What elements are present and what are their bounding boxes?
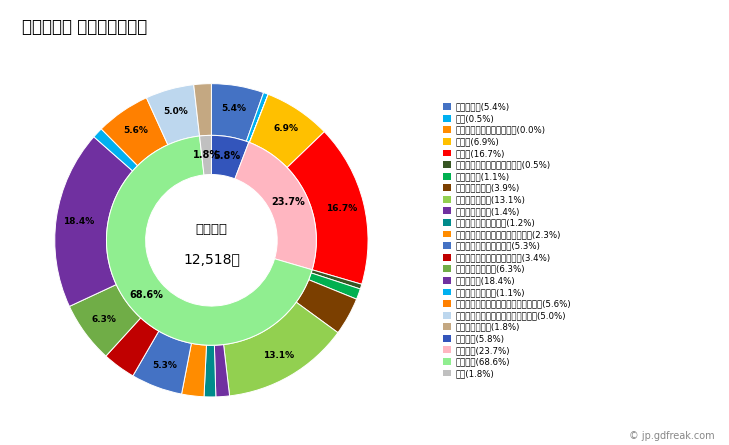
Wedge shape bbox=[308, 273, 360, 299]
Wedge shape bbox=[69, 284, 141, 356]
Text: 68.6%: 68.6% bbox=[129, 290, 163, 300]
Text: ２０２０年 日出町の就業者: ２０２０年 日出町の就業者 bbox=[22, 18, 147, 36]
Wedge shape bbox=[106, 318, 159, 376]
Text: 5.3%: 5.3% bbox=[152, 361, 177, 370]
Wedge shape bbox=[235, 142, 316, 270]
Text: 13.1%: 13.1% bbox=[263, 352, 295, 360]
Wedge shape bbox=[296, 280, 356, 333]
Wedge shape bbox=[211, 84, 264, 142]
Wedge shape bbox=[204, 345, 216, 397]
Text: 5.0%: 5.0% bbox=[163, 107, 188, 116]
Text: © jp.gdfreak.com: © jp.gdfreak.com bbox=[629, 431, 714, 441]
Wedge shape bbox=[311, 270, 362, 289]
Text: 6.9%: 6.9% bbox=[273, 124, 298, 134]
Wedge shape bbox=[101, 98, 168, 166]
Wedge shape bbox=[55, 137, 133, 307]
Wedge shape bbox=[94, 129, 138, 171]
Text: 5.8%: 5.8% bbox=[214, 151, 241, 162]
Wedge shape bbox=[287, 132, 368, 284]
Wedge shape bbox=[200, 135, 211, 175]
Text: 23.7%: 23.7% bbox=[271, 197, 305, 207]
Wedge shape bbox=[147, 85, 200, 145]
Wedge shape bbox=[106, 136, 312, 345]
Wedge shape bbox=[249, 94, 268, 142]
Wedge shape bbox=[211, 135, 249, 179]
Text: 5.4%: 5.4% bbox=[222, 104, 246, 113]
Wedge shape bbox=[214, 344, 230, 397]
Text: 18.4%: 18.4% bbox=[63, 217, 95, 226]
Text: 5.6%: 5.6% bbox=[123, 125, 148, 134]
Wedge shape bbox=[224, 302, 338, 396]
Legend: 農業，林業(5.4%), 漁業(0.5%), 鉱業，採石業，砂利採取業(0.0%), 建設業(6.9%), 製造業(16.7%), 電気・ガス・熱供給・水道業(: 農業，林業(5.4%), 漁業(0.5%), 鉱業，採石業，砂利採取業(0.0%… bbox=[443, 103, 572, 378]
Text: 12,518人: 12,518人 bbox=[183, 252, 240, 266]
Text: 1.8%: 1.8% bbox=[193, 150, 220, 160]
Text: 16.7%: 16.7% bbox=[326, 204, 357, 213]
Wedge shape bbox=[246, 93, 268, 142]
Text: 就業者数: 就業者数 bbox=[195, 223, 227, 236]
Wedge shape bbox=[133, 331, 192, 394]
Wedge shape bbox=[182, 344, 206, 397]
Wedge shape bbox=[194, 84, 211, 136]
Text: 6.3%: 6.3% bbox=[91, 315, 116, 324]
Wedge shape bbox=[249, 94, 324, 168]
